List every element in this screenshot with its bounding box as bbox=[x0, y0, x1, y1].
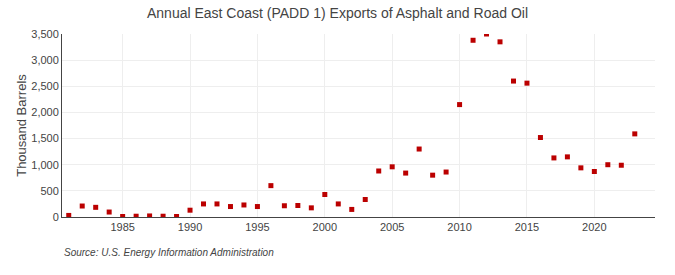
svg-text:Source: U.S. Energy Informatio: Source: U.S. Energy Information Administ… bbox=[64, 247, 274, 258]
svg-text:1985: 1985 bbox=[110, 221, 134, 233]
svg-text:1,000: 1,000 bbox=[31, 159, 59, 171]
svg-text:3,500: 3,500 bbox=[31, 28, 59, 40]
svg-text:0: 0 bbox=[53, 211, 59, 223]
svg-text:1,500: 1,500 bbox=[31, 132, 59, 144]
svg-text:3,000: 3,000 bbox=[31, 54, 59, 66]
svg-text:2015: 2015 bbox=[515, 221, 539, 233]
svg-text:1990: 1990 bbox=[178, 221, 202, 233]
svg-text:2000: 2000 bbox=[313, 221, 337, 233]
svg-text:2005: 2005 bbox=[380, 221, 404, 233]
svg-text:1995: 1995 bbox=[245, 221, 269, 233]
svg-text:Thousand Barrels: Thousand Barrels bbox=[14, 74, 29, 177]
svg-text:2020: 2020 bbox=[582, 221, 606, 233]
svg-text:2,500: 2,500 bbox=[31, 80, 59, 92]
svg-text:2,000: 2,000 bbox=[31, 106, 59, 118]
svg-text:2010: 2010 bbox=[447, 221, 471, 233]
svg-text:Annual East Coast (PADD 1) Exp: Annual East Coast (PADD 1) Exports of As… bbox=[147, 5, 528, 21]
svg-text:500: 500 bbox=[40, 185, 58, 197]
